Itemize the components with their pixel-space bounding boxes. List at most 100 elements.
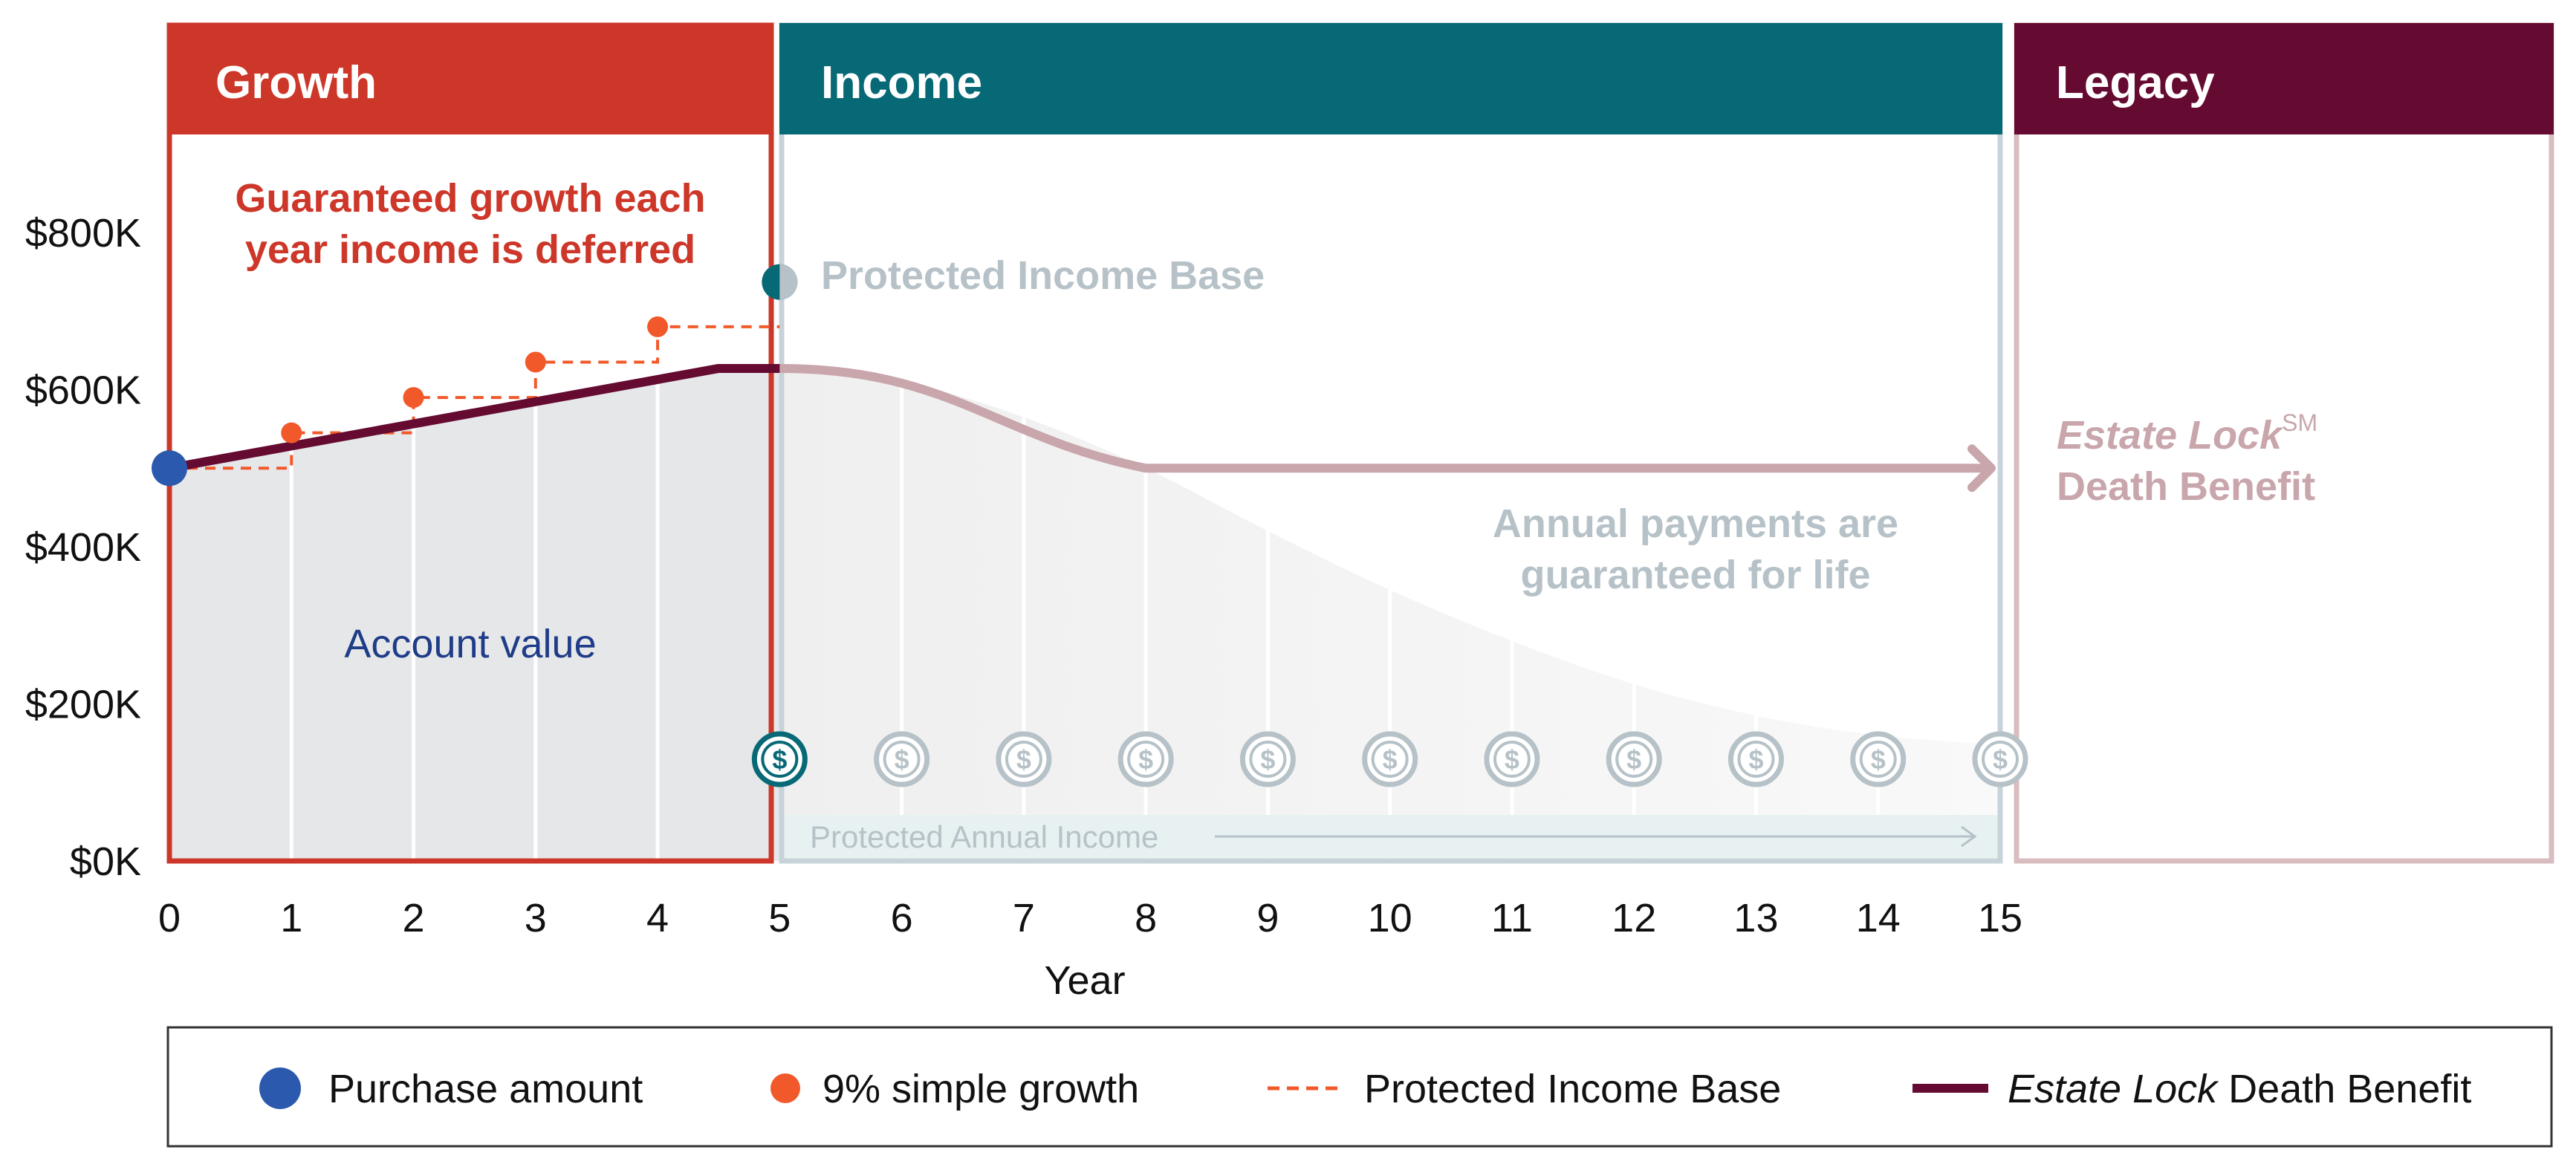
coin-inner — [1737, 741, 1775, 778]
x-tick-label: 12 — [1612, 896, 1656, 940]
y-tick-label: $400K — [25, 525, 141, 570]
x-axis-label: Year — [1044, 958, 1125, 1003]
growth-point — [281, 422, 302, 443]
coin-inner — [1859, 741, 1897, 778]
y-tick-label: $200K — [25, 683, 141, 727]
legend-frame — [166, 1026, 2553, 1148]
coin-inner — [883, 741, 921, 778]
coin-symbol: $ — [1260, 744, 1275, 775]
x-tick-label: 6 — [891, 896, 913, 940]
x-tick-label: 13 — [1733, 896, 1778, 940]
coin-symbol: $ — [895, 744, 909, 775]
coin-symbol: $ — [1626, 744, 1641, 775]
legacy-panel-header — [2014, 23, 2554, 134]
coin-symbol: $ — [1138, 744, 1153, 775]
protected-annual-income-arrow-head — [1961, 825, 1977, 848]
y-tick-label: $800K — [25, 211, 141, 256]
annual-payments-line1: Annual payments are — [1493, 501, 1898, 546]
estate-lock-death-benefit-line-faded — [779, 363, 1991, 473]
x-tick-label: 7 — [1013, 896, 1035, 940]
x-axis: 0 1 2 3 4 5 6 7 8 9 10 11 12 13 14 15 — [158, 896, 2022, 940]
estate-lock-label: Estate LockSM — [2057, 409, 2317, 458]
coin-inner — [1005, 741, 1042, 778]
dollar-coin-icon: $ — [1972, 731, 2028, 787]
dollar-coin-icon: $ — [1362, 731, 1418, 787]
coin-inner — [1371, 741, 1409, 778]
legend-income-base-label: Protected Income Base — [1364, 1067, 1781, 1111]
coin-inner — [1127, 741, 1165, 778]
dollar-coin-icon: $ — [1484, 731, 1540, 787]
legacy-header-label: Legacy — [2056, 57, 2215, 108]
x-tick-label: 9 — [1256, 896, 1279, 940]
legend: Purchase amount 9% simple growth Protect… — [166, 1026, 2553, 1148]
income-payment-coins: $ $ $ $ $ $ $ $ $ $ $ — [751, 731, 2028, 787]
x-tick-label: 4 — [646, 896, 669, 940]
dollar-coin-icon: $ — [1117, 731, 1174, 787]
estate-lock-death-benefit-line — [168, 363, 780, 473]
protected-income-base-line — [169, 325, 780, 470]
dollar-coin-icon: $ — [1850, 731, 1907, 787]
legend-growth-label: 9% simple growth — [823, 1067, 1139, 1111]
protected-annual-income-label: Protected Annual Income — [810, 819, 1158, 854]
x-tick-label: 11 — [1491, 896, 1533, 940]
coin-inner — [1249, 741, 1287, 778]
death-benefit-label: Death Benefit — [2057, 464, 2315, 509]
growth-points — [281, 316, 669, 443]
x-tick-label: 0 — [158, 896, 181, 940]
coin-inner — [761, 741, 799, 778]
coin-symbol: $ — [1505, 744, 1519, 775]
protected-income-base-label: Protected Income Base — [821, 253, 1265, 298]
growth-note-line1: Guaranteed growth each — [235, 176, 705, 221]
x-tick-label: 3 — [525, 896, 547, 940]
x-tick-label: 8 — [1135, 896, 1157, 940]
legend-purchase-marker — [259, 1067, 301, 1109]
coin-symbol: $ — [1016, 744, 1031, 775]
purchase-amount-point — [152, 450, 187, 487]
coin-symbol: $ — [772, 744, 787, 775]
estate-lock-italic: Estate Lock — [2057, 413, 2284, 458]
coin-inner — [1615, 741, 1653, 778]
income-header-label: Income — [821, 57, 982, 108]
coin-symbol: $ — [1993, 744, 2008, 775]
growth-header-label: Growth — [215, 57, 377, 108]
x-tick-label: 14 — [1856, 896, 1901, 940]
y-tick-label: $0K — [70, 839, 141, 884]
income-panel-header — [779, 23, 2002, 134]
dollar-coin-icon: $ — [874, 731, 930, 787]
estate-lock-sup: SM — [2282, 409, 2317, 436]
coin-symbol: $ — [1748, 744, 1763, 775]
dollar-coin-icon: $ — [1239, 731, 1296, 787]
growth-panel-header — [167, 23, 773, 134]
growth-point — [403, 387, 424, 409]
pib-point-right — [779, 264, 798, 300]
y-axis: $0K $200K $400K $600K $800K — [25, 211, 141, 884]
growth-point — [525, 351, 546, 373]
x-tick-label: 10 — [1368, 896, 1412, 940]
legend-death-benefit-label: Estate Lock Death Benefit — [2008, 1067, 2471, 1111]
x-tick-label: 5 — [768, 896, 791, 940]
legend-estate-lock-italic: Estate Lock — [2008, 1067, 2219, 1111]
protected-income-base-point — [762, 264, 798, 300]
x-tick-label: 1 — [280, 896, 302, 940]
coin-symbol: $ — [1871, 744, 1886, 775]
dollar-coin-icon: $ — [996, 731, 1052, 787]
coin-inner — [1493, 741, 1531, 778]
annual-payments-line2: guaranteed for life — [1520, 553, 1870, 597]
legend-purchase-label: Purchase amount — [328, 1067, 643, 1111]
account-value-label: Account value — [344, 622, 596, 666]
coin-inner — [1982, 741, 2019, 778]
x-tick-label: 15 — [1978, 896, 2022, 940]
account-value-area-growth — [169, 368, 780, 861]
y-tick-label: $600K — [25, 368, 141, 413]
dollar-coin-icon: $ — [751, 731, 808, 787]
growth-point — [647, 316, 669, 337]
growth-note-line2: year income is deferred — [245, 227, 695, 272]
dollar-coin-icon: $ — [1727, 731, 1784, 787]
legend-death-benefit-rest: Death Benefit — [2217, 1067, 2471, 1111]
x-tick-label: 2 — [403, 896, 425, 940]
legend-growth-marker — [770, 1073, 800, 1103]
coin-symbol: $ — [1383, 744, 1398, 775]
death-benefit-arrow-head — [1967, 444, 1996, 493]
dollar-coin-icon: $ — [1606, 731, 1662, 787]
